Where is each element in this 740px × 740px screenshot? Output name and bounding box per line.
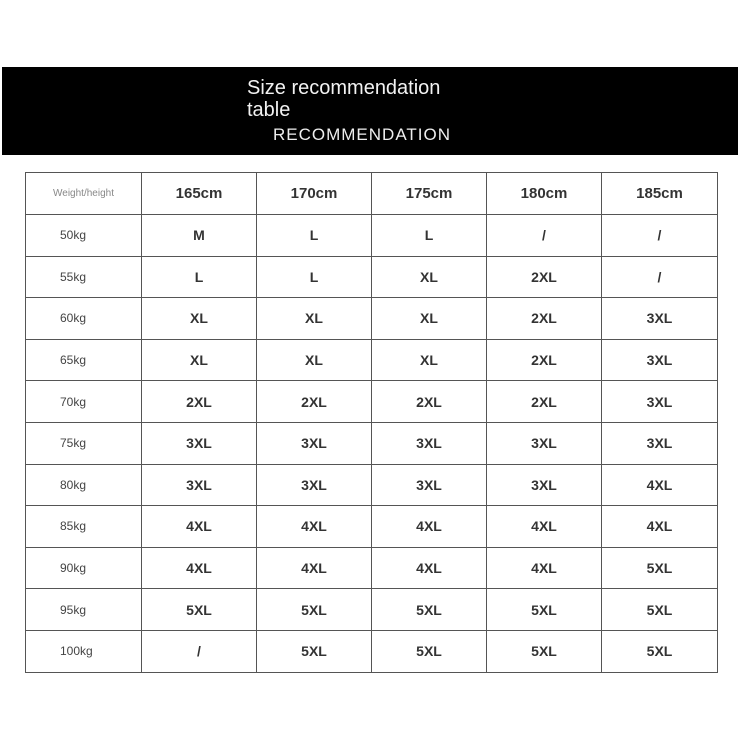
size-cell: /: [486, 214, 602, 257]
size-cell: 2XL: [486, 255, 602, 299]
size-cell: 5XL: [601, 588, 718, 631]
size-cell: 3XL: [601, 338, 718, 382]
size-cell: 3XL: [486, 421, 602, 465]
table-row: 70kg 2XL 2XL 2XL 2XL 3XL: [25, 380, 718, 423]
size-cell: XL: [371, 255, 487, 299]
size-cell: /: [601, 255, 718, 299]
size-cell: 3XL: [256, 421, 372, 465]
size-cell: 2XL: [486, 297, 602, 340]
size-cell: 5XL: [486, 588, 602, 631]
table-row: 85kg 4XL 4XL 4XL 4XL 4XL: [25, 505, 718, 548]
weight-cell: 80kg: [25, 463, 142, 507]
weight-cell: 65kg: [25, 338, 142, 382]
size-cell: 2XL: [141, 380, 257, 423]
weight-cell: 50kg: [25, 214, 142, 257]
table-row: 100kg/5XL 5XL 5XL 5XL: [25, 629, 718, 673]
size-cell: 4XL: [486, 505, 602, 548]
size-cell: 4XL: [601, 463, 718, 507]
table-header-row: Weight/height 165cm 170cm 175cm 180cm 185cm: [25, 172, 718, 215]
size-cell: 5XL: [601, 546, 718, 590]
size-cell: 5XL: [371, 588, 487, 631]
table-row: 80kg 3XL 3XL 3XL 3XL 4XL: [25, 463, 718, 507]
size-cell: 4XL: [486, 546, 602, 590]
size-cell: 3XL: [601, 421, 718, 465]
weight-cell: 75kg: [25, 421, 142, 465]
size-cell: 5XL: [486, 629, 602, 673]
size-cell: 4XL: [256, 505, 372, 548]
size-cell: XL: [141, 297, 257, 340]
height-header: 180cm: [486, 172, 602, 215]
size-cell: 5XL: [141, 588, 257, 631]
table-row: 65kg XL XL XL 2XL 3XL: [25, 338, 718, 382]
size-cell: /: [141, 629, 257, 673]
size-cell: 3XL: [371, 421, 487, 465]
weight-cell: 70kg: [25, 380, 142, 423]
size-cell: 4XL: [141, 546, 257, 590]
height-header: 185cm: [601, 172, 718, 215]
banner-subtitle: RECOMMENDATION: [272, 125, 451, 144]
size-cell: XL: [141, 338, 257, 382]
size-cell: L: [256, 214, 372, 257]
size-cell: 5XL: [371, 629, 487, 673]
weight-cell: 90kg: [25, 546, 142, 590]
size-table: Weight/height 165cm 170cm 175cm 180cm 185cm …: [25, 172, 718, 673]
size-cell: 2XL: [371, 380, 487, 423]
table-row: 60kg XL XL XL 2XL 3XL: [25, 297, 718, 340]
weight-cell: 60kg: [25, 297, 142, 340]
table-row: 90kg 4XL 4XL 4XL 4XL 5XL: [25, 546, 718, 590]
size-cell: 2XL: [486, 380, 602, 423]
size-cell: 3XL: [371, 463, 487, 507]
size-cell: L: [371, 214, 487, 257]
size-cell: XL: [256, 297, 372, 340]
size-cell: 4XL: [256, 546, 372, 590]
size-cell: 4XL: [371, 505, 487, 548]
height-header: 175cm: [371, 172, 487, 215]
height-header: 170cm: [256, 172, 372, 215]
table-row: 55kg L L XL 2XL /: [25, 255, 718, 299]
size-cell: M: [141, 214, 257, 257]
size-cell: XL: [371, 297, 487, 340]
table-row: 75kg 3XL 3XL 3XL 3XL 3XL: [25, 421, 718, 465]
size-cell: 3XL: [141, 421, 257, 465]
size-cell: 3XL: [141, 463, 257, 507]
size-cell: 3XL: [601, 380, 718, 423]
size-cell: 4XL: [371, 546, 487, 590]
size-cell: L: [141, 255, 257, 299]
weight-cell: 100kg: [25, 629, 142, 673]
size-cell: 3XL: [256, 463, 372, 507]
table-row: 95kg 5XL 5XL 5XL 5XL 5XL: [25, 588, 718, 631]
height-header: 165cm: [141, 172, 257, 215]
size-cell: 4XL: [601, 505, 718, 548]
size-cell: XL: [371, 338, 487, 382]
banner-title: Size recommendation table: [247, 77, 441, 121]
size-cell: 3XL: [601, 297, 718, 340]
size-cell: L: [256, 255, 372, 299]
size-cell: 4XL: [141, 505, 257, 548]
size-cell: 2XL: [486, 338, 602, 382]
size-cell: XL: [256, 338, 372, 382]
size-cell: 5XL: [601, 629, 718, 673]
size-cell: 5XL: [256, 629, 372, 673]
corner-header: Weight/height: [25, 172, 142, 215]
size-cell: 3XL: [486, 463, 602, 507]
size-cell: 5XL: [256, 588, 372, 631]
weight-cell: 95kg: [25, 588, 142, 631]
size-cell: /: [601, 214, 718, 257]
header-banner: Size recommendation table RECOMMENDATION: [2, 67, 738, 155]
size-cell: 2XL: [256, 380, 372, 423]
weight-cell: 85kg: [25, 505, 142, 548]
weight-cell: 55kg: [25, 255, 142, 299]
table-row: 50kg M L L / /: [25, 214, 718, 257]
